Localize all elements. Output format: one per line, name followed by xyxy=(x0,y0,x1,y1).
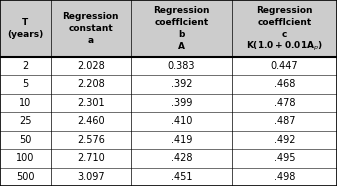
Text: .492: .492 xyxy=(274,135,295,145)
Text: a: a xyxy=(88,36,94,45)
Text: (years): (years) xyxy=(7,30,43,39)
Text: .487: .487 xyxy=(274,116,295,126)
Text: 2.710: 2.710 xyxy=(77,153,105,163)
Text: 25: 25 xyxy=(19,116,32,126)
Text: 2.208: 2.208 xyxy=(77,79,105,89)
Text: .495: .495 xyxy=(274,153,295,163)
Text: 2: 2 xyxy=(22,61,28,71)
Bar xyxy=(0,57,337,75)
Bar xyxy=(0,94,337,112)
Text: constant: constant xyxy=(68,24,113,33)
Bar xyxy=(0,168,337,186)
Text: 0.383: 0.383 xyxy=(168,61,195,71)
Text: Regression: Regression xyxy=(153,6,210,15)
Text: 2.460: 2.460 xyxy=(77,116,104,126)
Text: .468: .468 xyxy=(274,79,295,89)
Text: 10: 10 xyxy=(19,98,31,108)
Text: 2.028: 2.028 xyxy=(77,61,105,71)
Text: .428: .428 xyxy=(171,153,192,163)
Bar xyxy=(0,112,337,131)
Text: .478: .478 xyxy=(274,98,295,108)
Text: .399: .399 xyxy=(171,98,192,108)
Text: A: A xyxy=(178,42,185,51)
Bar xyxy=(0,149,337,168)
Bar xyxy=(0,75,337,94)
Text: 5: 5 xyxy=(22,79,28,89)
Text: .419: .419 xyxy=(171,135,192,145)
Text: .392: .392 xyxy=(171,79,192,89)
Bar xyxy=(0,0,337,57)
Text: 2.301: 2.301 xyxy=(77,98,104,108)
Text: T: T xyxy=(22,18,28,27)
Text: Regression: Regression xyxy=(63,12,119,21)
Text: 0.447: 0.447 xyxy=(271,61,298,71)
Text: b: b xyxy=(178,30,185,39)
Text: coefflcient: coefflcient xyxy=(154,18,209,27)
Text: c: c xyxy=(282,30,287,39)
Text: $\mathbf{K(1.0+0.01A}_{p}\mathbf{)}$: $\mathbf{K(1.0+0.01A}_{p}\mathbf{)}$ xyxy=(246,40,323,53)
Text: 100: 100 xyxy=(16,153,34,163)
Text: 50: 50 xyxy=(19,135,31,145)
Text: 3.097: 3.097 xyxy=(77,172,104,182)
Text: .410: .410 xyxy=(171,116,192,126)
Text: Regression: Regression xyxy=(256,6,313,15)
Text: coefflcient: coefflcient xyxy=(257,18,312,27)
Text: .451: .451 xyxy=(171,172,192,182)
Text: 2.576: 2.576 xyxy=(77,135,105,145)
Bar xyxy=(0,131,337,149)
Text: 500: 500 xyxy=(16,172,34,182)
Text: .498: .498 xyxy=(274,172,295,182)
